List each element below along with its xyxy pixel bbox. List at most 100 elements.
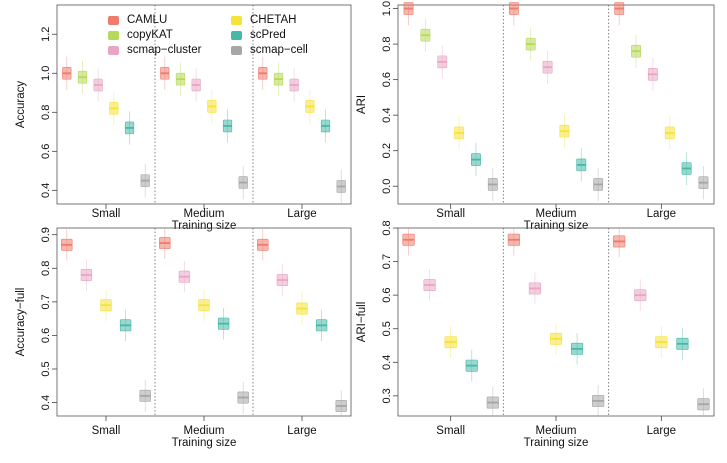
box-CHETAH-large xyxy=(296,292,308,325)
plot-frame xyxy=(397,227,715,417)
box-scPred-small xyxy=(465,349,478,382)
legend-label: scmap−cluster xyxy=(127,44,202,56)
y-tick-label: 0.8 xyxy=(40,105,52,120)
box-scPred-small xyxy=(471,142,481,177)
x-tick-label: Medium xyxy=(184,425,225,437)
box-scmap_cluster-medium xyxy=(528,272,542,305)
box-scmap_cell-large xyxy=(336,169,346,204)
box-scmap_cluster-large xyxy=(289,68,299,102)
box-scmap_cell-medium xyxy=(592,385,605,416)
x-tick-label: Small xyxy=(436,425,465,437)
box-scPred-large xyxy=(676,328,689,360)
box-CAMLU-medium xyxy=(508,2,519,26)
box-CHETAH-medium xyxy=(207,89,217,124)
x-axis-label: Training size xyxy=(524,220,589,232)
x-tick-label: Medium xyxy=(184,208,225,220)
box-CHETAH-small xyxy=(100,289,112,322)
x-tick-label: Small xyxy=(92,425,121,437)
y-tick-label: 0.7 xyxy=(40,294,52,309)
box-CAMLU-large xyxy=(614,2,625,26)
legend-item-scmap_cell: scmap−cell xyxy=(231,44,308,56)
y-tick-label: 0.4 xyxy=(40,395,52,410)
box-scPred-medium xyxy=(217,307,230,340)
box-CHETAH-small xyxy=(109,91,119,126)
legend-swatch xyxy=(108,30,119,40)
box-CAMLU-small xyxy=(62,56,72,91)
legend-label: copyKAT xyxy=(127,29,173,41)
box-CAMLU-medium xyxy=(159,228,171,259)
y-tick-label: 0.5 xyxy=(40,361,52,376)
y-tick-label: 0.3 xyxy=(381,388,393,403)
y-tick-label: 1.0 xyxy=(381,1,393,16)
box-copyKAT-large xyxy=(631,34,641,68)
box-CHETAH-medium xyxy=(559,114,570,148)
x-axis-label: Training size xyxy=(524,437,589,449)
box-CAMLU-large xyxy=(257,228,269,261)
y-tick-label: 0.6 xyxy=(381,287,393,302)
box-scPred-medium xyxy=(570,333,584,365)
box-copyKAT-medium xyxy=(175,62,186,96)
y-axis-label: Accuracy−full xyxy=(15,288,27,357)
box-scmap_cell-medium xyxy=(237,381,249,414)
box-scmap_cell-small xyxy=(140,163,150,198)
box-scPred-small xyxy=(124,111,135,145)
plot-frame xyxy=(56,227,352,417)
box-scmap_cluster-medium xyxy=(542,50,553,84)
box-scmap_cluster-medium xyxy=(178,260,191,293)
y-tick-label: 0.8 xyxy=(381,220,393,235)
box-scmap_cluster-large xyxy=(634,279,647,311)
y-tick-label: 0.8 xyxy=(381,36,393,51)
x-tick-label: Medium xyxy=(536,208,577,220)
box-scPred-medium xyxy=(576,148,587,182)
x-axis-label: Training size xyxy=(172,220,237,232)
box-scmap_cluster-small xyxy=(423,269,436,301)
legend-swatch xyxy=(231,45,242,55)
legend-label: scPred xyxy=(250,29,286,41)
box-CHETAH-small xyxy=(444,326,457,358)
panel-4: 0.3 0.4 0.5 0.6 0.7 0.8 ARI−full Small Medium Lar… xyxy=(356,220,715,449)
y-tick-label: 0.5 xyxy=(381,321,393,336)
x-tick-label: Small xyxy=(436,208,465,220)
box-scmap_cluster-small xyxy=(437,45,448,79)
x-tick-label: Large xyxy=(287,425,316,437)
legend-swatch xyxy=(108,45,119,55)
box-copyKAT-small xyxy=(420,18,431,52)
box-scmap_cluster-large xyxy=(276,264,289,296)
y-tick-label: 0.6 xyxy=(40,144,52,159)
y-tick-label: 0.0 xyxy=(381,179,393,194)
box-scmap_cell-medium xyxy=(238,165,248,200)
box-scmap_cluster-large xyxy=(647,57,658,92)
box-scmap_cell-large xyxy=(698,165,709,200)
box-CAMLU-medium xyxy=(160,56,170,91)
box-CHETAH-large xyxy=(664,116,675,150)
legend-swatch xyxy=(108,15,119,25)
panel-3: 0.4 0.5 0.6 0.7 0.8 0.9 Accuracy−full Small Medi… xyxy=(15,227,352,449)
x-tick-label: Small xyxy=(92,208,121,220)
y-tick-label: 0.7 xyxy=(381,254,393,269)
legend-item-scPred: scPred xyxy=(231,29,286,41)
legend-swatch xyxy=(231,30,242,40)
box-scPred-medium xyxy=(222,109,233,143)
box-scmap_cluster-medium xyxy=(191,68,201,102)
box-scmap_cell-large xyxy=(697,388,710,416)
x-tick-label: Large xyxy=(287,208,316,220)
legend-item-CAMLU: CAMLU xyxy=(108,14,167,26)
plot-frame xyxy=(397,4,715,205)
y-tick-label: 0.4 xyxy=(381,108,393,123)
box-scPred-large xyxy=(315,309,328,342)
box-CAMLU-medium xyxy=(507,228,520,256)
box-scPred-large xyxy=(681,151,692,186)
y-tick-label: 0.9 xyxy=(40,227,52,242)
box-CAMLU-large xyxy=(258,56,268,91)
legend-swatch xyxy=(231,15,242,25)
x-tick-label: Large xyxy=(647,425,676,437)
y-tick-label: 0.6 xyxy=(381,72,393,87)
panel-2: 0.0 0.2 0.4 0.6 0.8 1.0 ARI Small Medium Large Tra… xyxy=(356,1,715,232)
box-scmap_cell-small xyxy=(486,386,499,416)
box-scmap_cell-large xyxy=(335,390,347,416)
box-CAMLU-small xyxy=(402,228,415,256)
legend-label: CAMLU xyxy=(127,14,168,26)
y-tick-label: 1.0 xyxy=(40,66,52,81)
